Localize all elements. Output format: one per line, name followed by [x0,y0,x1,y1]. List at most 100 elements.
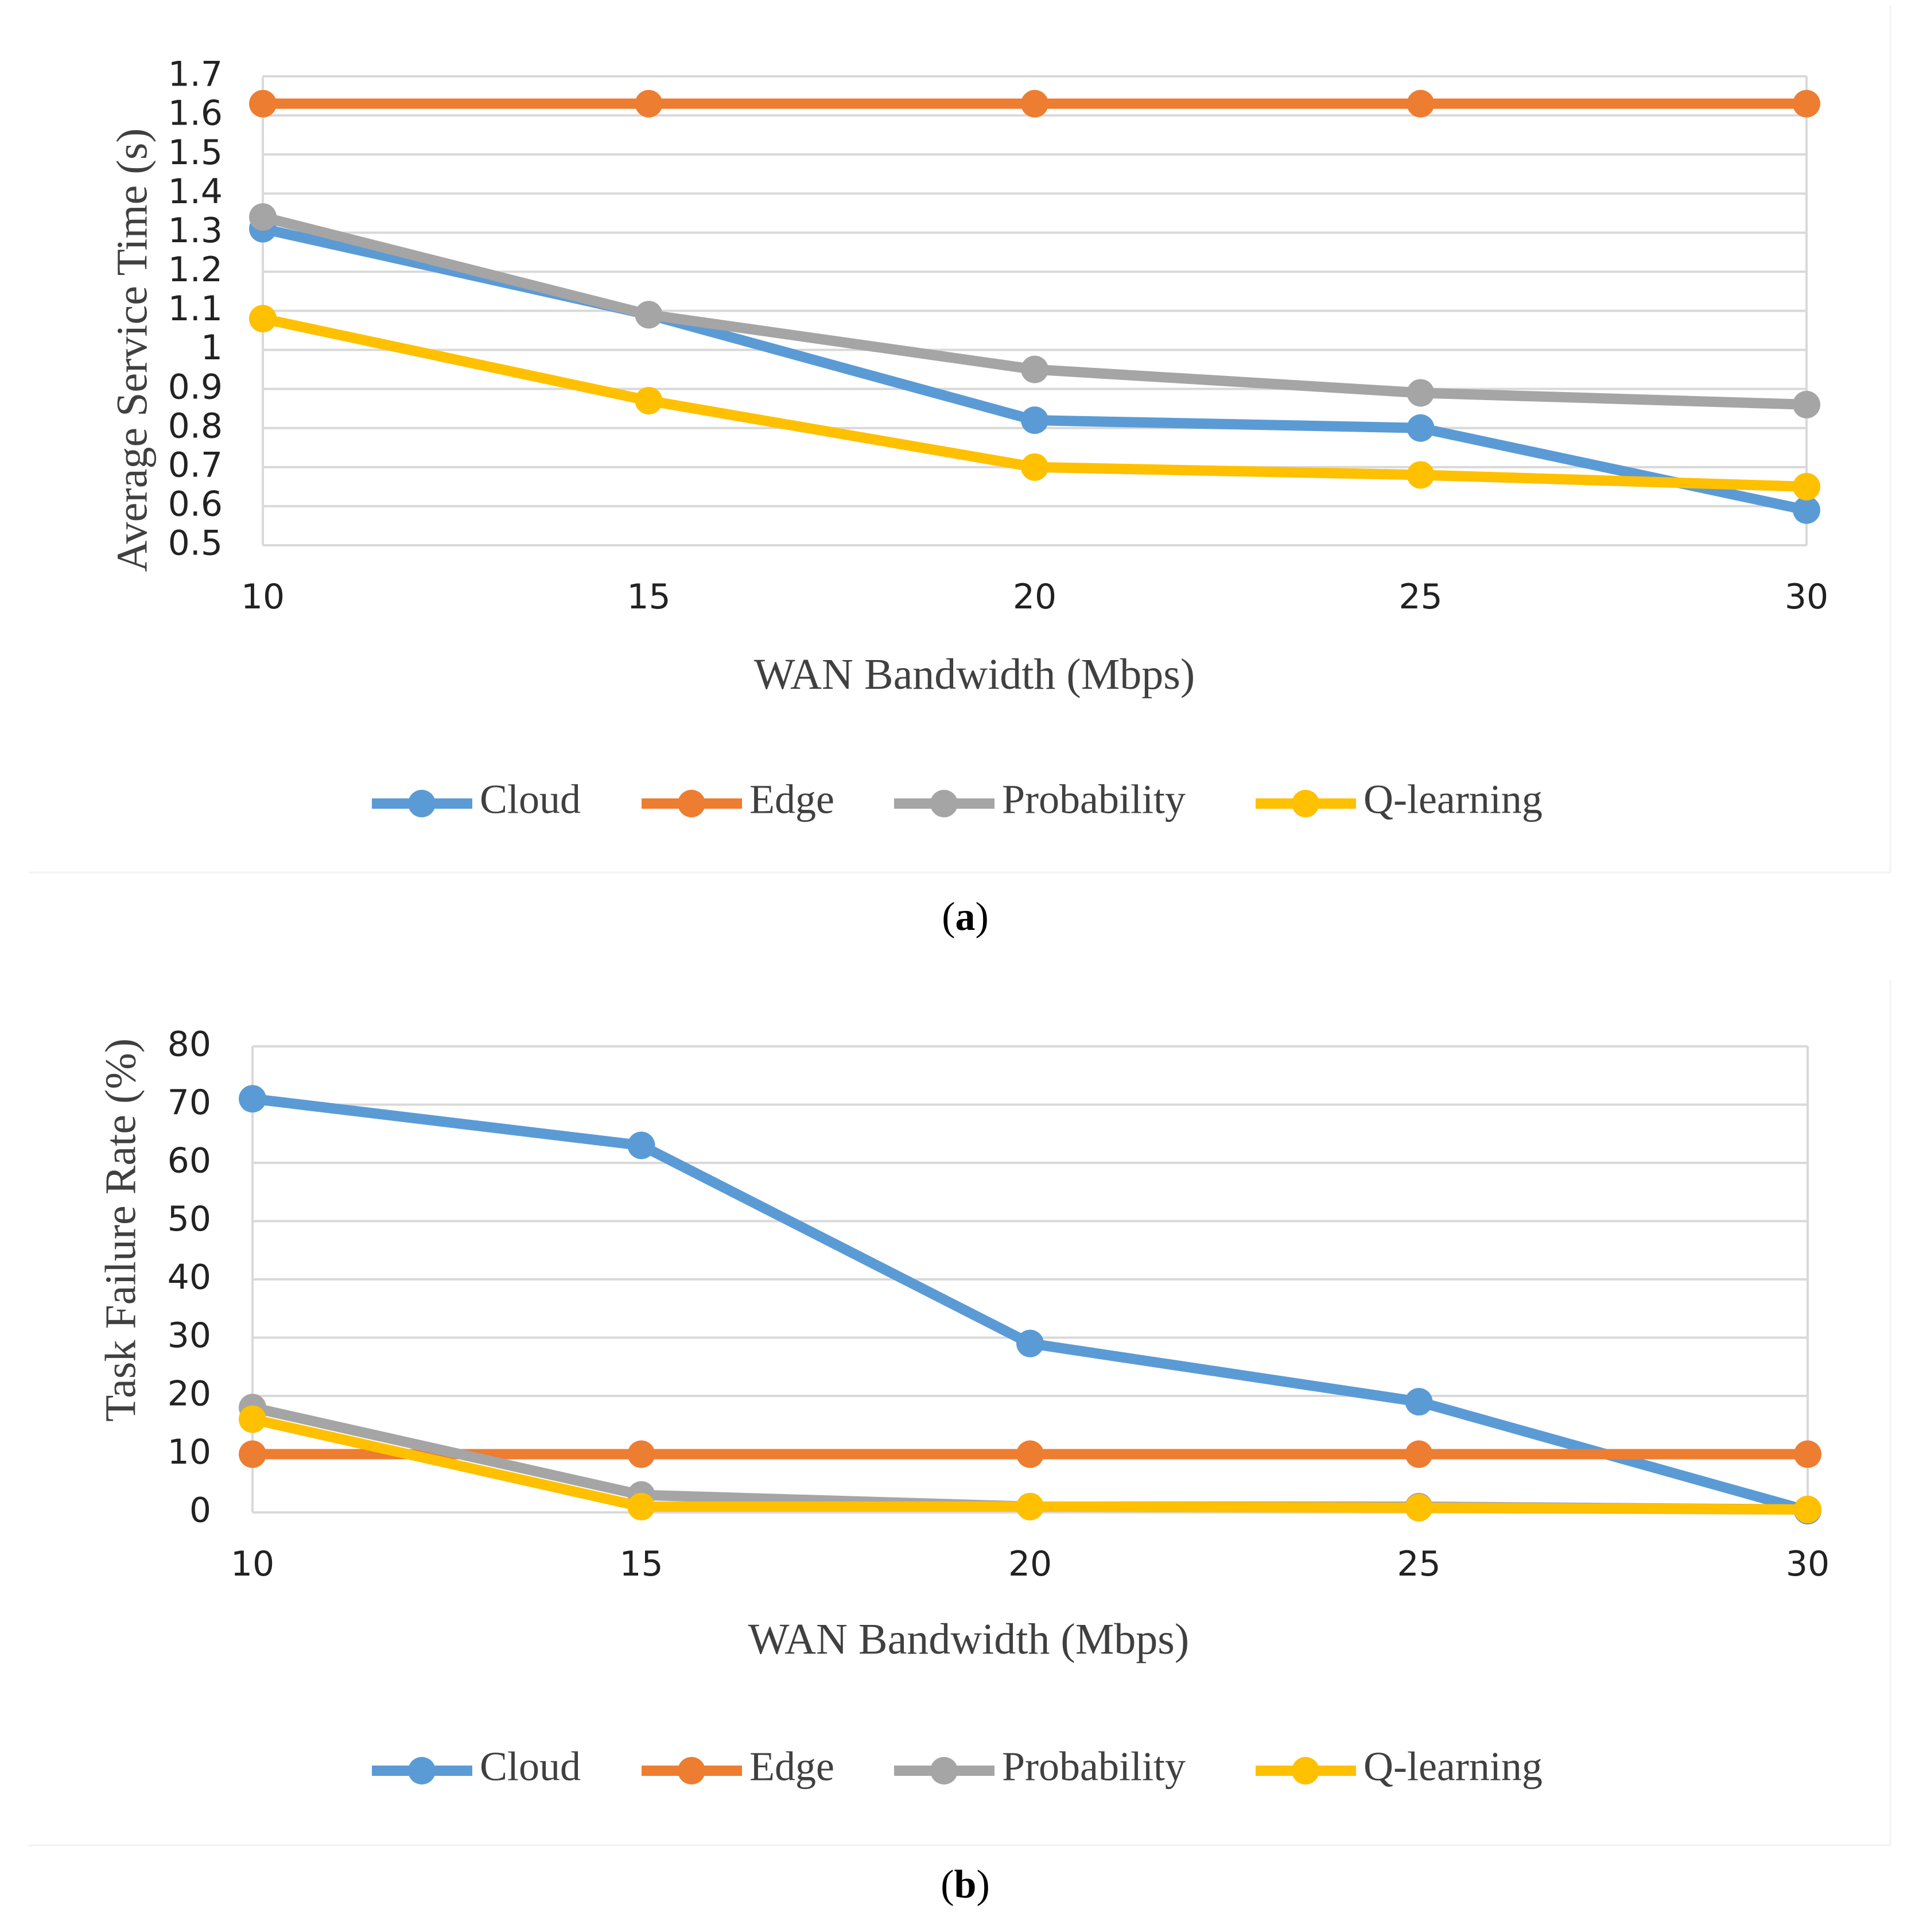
chart-panel-a: 0.5 0.6 0.7 0.8 0.9 1 1.1 1.2 1.3 1.4 1.5 1.6 1.7 10… [29,6,1891,939]
data-point-cloud [1793,496,1820,524]
y-tick-label: 1.5 [168,133,223,173]
data-point-edge [1794,1440,1821,1468]
x-tick-label: 20 [1008,1544,1052,1584]
legend-label-probability: Probability [1002,777,1186,823]
legend: Cloud Edge Probability Q-learning [372,777,1543,823]
chart-a-svg: 0.50.60.70.80.911.11.21.31.41.51.61.7 10… [29,6,1891,939]
data-point-q-learning [1016,1492,1044,1520]
y-axis-title: Average Service Time (s) [108,128,156,572]
legend-label-edge: Edge [749,777,834,823]
chart-panel-b: 0 10 20 30 40 50 60 70 80 10 15 20 25 30 Task Failur… [0,966,1919,1932]
x-tick-labels: 10 15 20 25 30 [231,1544,1829,1584]
data-series [239,1085,1821,1524]
data-point-probability [1021,355,1048,383]
data-point-cloud [1407,414,1435,442]
x-tick-label: 15 [627,577,670,617]
data-point-q-learning [249,305,277,333]
data-point-q-learning [1407,461,1435,489]
data-point-cloud [1016,1329,1044,1357]
data-point-edge [1793,90,1820,118]
y-axis-title: Task Failure Rate (%) [96,1038,145,1422]
x-tick-label: 30 [1785,577,1828,617]
x-tick-label: 20 [1013,577,1056,617]
legend-label-probability: Probability [1002,1744,1186,1790]
legend-label-cloud: Cloud [480,1744,581,1790]
x-tick-label: 10 [231,1544,274,1584]
legend-marker-q-learning [1292,1757,1319,1784]
y-tick-label: 50 [168,1199,211,1239]
panel-caption-letter: b [954,1863,977,1907]
y-tick-label: 70 [168,1083,211,1123]
data-point-q-learning [1021,453,1048,481]
y-tick-label: 40 [168,1258,211,1298]
data-point-q-learning [1794,1495,1821,1523]
data-point-q-learning [627,1492,655,1520]
data-point-probability [635,301,663,329]
chart-b-svg: 0 10 20 30 40 50 60 70 80 10 15 20 25 30 Task Failur… [29,980,1891,1907]
legend-marker-edge [678,1757,705,1784]
y-tick-label: 1.2 [168,250,223,290]
x-tick-label: 15 [619,1544,663,1584]
legend-marker-probability [930,790,958,817]
data-point-edge [635,90,663,118]
x-tick-label: 30 [1786,1544,1829,1584]
y-tick-labels: 0 10 20 30 40 50 60 70 80 [168,1025,211,1531]
y-tick-label: 0.7 [168,445,223,485]
y-tick-label: 1.7 [168,55,223,95]
data-point-edge [1407,90,1435,118]
data-point-cloud [239,1085,266,1113]
y-tick-label: 1.6 [168,94,223,134]
data-point-edge [239,1440,266,1468]
y-tick-label: 0.6 [168,484,223,525]
panel-caption: (a) [942,895,989,939]
x-tick-label: 10 [241,577,285,617]
data-point-cloud [627,1131,655,1159]
data-point-edge [1405,1440,1433,1468]
data-point-probability [249,203,277,231]
data-point-cloud [1405,1388,1433,1416]
y-tick-label: 20 [168,1374,211,1414]
data-point-q-learning [1405,1493,1433,1522]
legend-marker-q-learning [1292,790,1319,817]
y-tick-label: 10 [168,1432,211,1472]
data-point-q-learning [239,1405,266,1433]
x-axis-title: WAN Bandwidth (Mbps) [748,1615,1189,1663]
data-point-edge [1016,1440,1044,1468]
legend-marker-edge [678,790,705,817]
y-tick-label: 1 [201,328,223,368]
panel-caption: (b) [941,1863,990,1907]
y-tick-label: 0.9 [168,367,223,407]
x-tick-label: 25 [1397,1544,1440,1584]
y-tick-label: 80 [168,1025,211,1065]
data-point-q-learning [635,387,663,415]
data-point-edge [249,90,277,118]
y-tick-label: 0.5 [168,523,223,564]
x-tick-labels: 10 15 20 25 30 [241,577,1828,617]
legend-label-cloud: Cloud [480,777,581,823]
legend: Cloud Edge Probability Q-learning [372,1744,1543,1790]
x-axis-title: WAN Bandwidth (Mbps) [754,650,1195,699]
legend-marker-cloud [408,790,436,817]
y-tick-label: 60 [168,1141,211,1181]
y-tick-label: 0 [189,1491,211,1531]
legend-label-q-learning: Q-learning [1364,1744,1543,1790]
data-point-edge [1021,90,1048,118]
y-tick-label: 1.1 [168,289,223,329]
panel-caption-letter: a [955,895,976,939]
data-point-edge [627,1440,655,1468]
legend-marker-probability [930,1757,958,1784]
legend-marker-cloud [408,1757,436,1784]
data-point-probability [1793,390,1820,418]
y-tick-label: 30 [168,1316,211,1356]
y-tick-label: 0.8 [168,406,223,446]
y-tick-label: 1.4 [168,172,223,212]
y-tick-labels: 0.50.60.70.80.911.11.21.31.41.51.61.7 [168,55,223,564]
data-point-cloud [1021,406,1048,434]
data-point-q-learning [1793,472,1820,501]
y-tick-label: 1.3 [168,211,223,251]
legend-label-edge: Edge [749,1744,834,1790]
data-series [249,90,1820,524]
x-tick-label: 25 [1399,577,1442,617]
legend-label-q-learning: Q-learning [1364,777,1543,823]
data-point-probability [1407,379,1435,407]
